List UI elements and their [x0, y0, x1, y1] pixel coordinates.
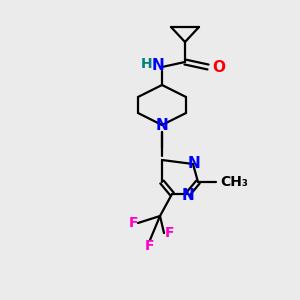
Text: N: N	[188, 155, 200, 170]
Text: O: O	[212, 59, 225, 74]
Text: N: N	[182, 188, 194, 202]
Text: F: F	[145, 239, 155, 253]
Text: H: H	[141, 57, 153, 71]
Text: CH₃: CH₃	[220, 175, 248, 189]
Text: F: F	[128, 216, 138, 230]
Text: N: N	[152, 58, 164, 74]
Text: N: N	[156, 118, 168, 133]
Text: F: F	[164, 226, 174, 240]
